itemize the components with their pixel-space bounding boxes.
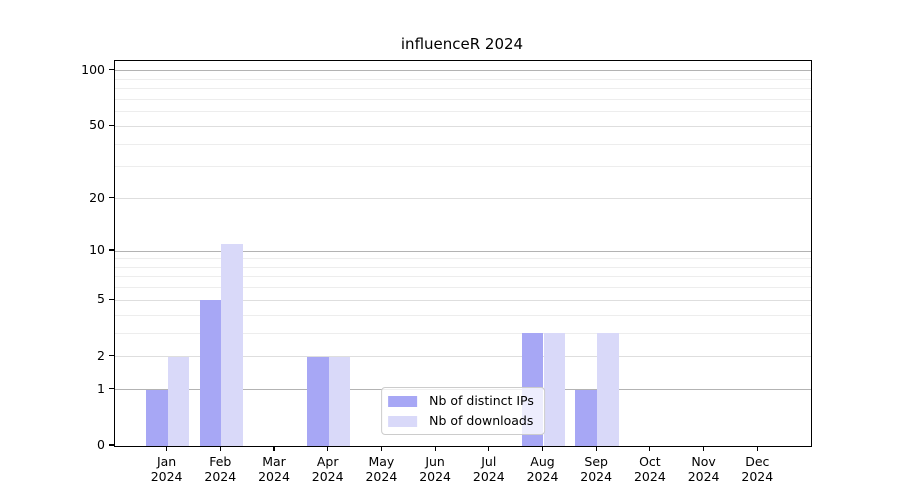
x-tick-mark-nov bbox=[703, 446, 705, 451]
bar-feb-downloads bbox=[221, 244, 244, 446]
x-tick-mark-aug bbox=[541, 446, 544, 451]
gridline-y-100 bbox=[115, 70, 811, 72]
gridline-y-30 bbox=[115, 166, 811, 168]
bar-sep-downloads bbox=[597, 333, 619, 446]
gridline-y-60 bbox=[115, 111, 811, 113]
y-tick-mark-0 bbox=[109, 444, 114, 446]
plot-area: Nb of distinct IPs Nb of downloads bbox=[114, 60, 812, 447]
x-tick-label-jun: Jun 2024 bbox=[419, 454, 451, 484]
y-tick-label-100: 100 bbox=[81, 61, 105, 77]
x-tick-mark-jun bbox=[434, 446, 436, 451]
x-tick-mark-may bbox=[380, 446, 382, 451]
x-tick-label-mar: Mar 2024 bbox=[258, 454, 290, 484]
y-tick-label-2: 2 bbox=[97, 347, 105, 363]
x-tick-label-jan: Jan 2024 bbox=[150, 454, 183, 484]
gridline-y-9 bbox=[115, 258, 811, 260]
y-tick-mark-20 bbox=[109, 196, 114, 199]
y-tick-label-1: 1 bbox=[97, 380, 105, 396]
bar-feb-distinct-ips bbox=[199, 300, 222, 446]
bar-sep-distinct-ips bbox=[575, 389, 598, 446]
x-tick-label-jul: Jul 2024 bbox=[472, 454, 505, 484]
x-tick-label-feb: Feb 2024 bbox=[204, 454, 237, 484]
y-tick-label-10: 10 bbox=[89, 242, 105, 258]
x-tick-label-sep: Sep 2024 bbox=[580, 454, 613, 484]
y-tick-label-50: 50 bbox=[89, 117, 105, 133]
x-tick-mark-feb bbox=[219, 446, 221, 451]
y-tick-label-5: 5 bbox=[97, 291, 105, 307]
gridline-y-7 bbox=[115, 276, 811, 278]
chart-title: influenceR 2024 bbox=[400, 35, 524, 53]
bar-apr-downloads bbox=[328, 356, 351, 446]
legend-label-downloads: Nb of downloads bbox=[429, 413, 534, 428]
gridline-y-70 bbox=[115, 98, 811, 100]
bar-aug-downloads bbox=[543, 333, 566, 446]
x-tick-label-dec: Dec 2024 bbox=[741, 454, 774, 484]
x-tick-label-apr: Apr 2024 bbox=[311, 454, 344, 484]
bar-apr-distinct-ips bbox=[306, 356, 329, 446]
y-tick-mark-1 bbox=[109, 388, 114, 390]
gridline-y-5 bbox=[115, 299, 811, 301]
gridline-y-8 bbox=[115, 266, 811, 268]
gridline-y-40 bbox=[115, 143, 811, 145]
gridline-y-4 bbox=[115, 314, 811, 316]
gridline-y-10 bbox=[115, 250, 811, 252]
bar-jan-downloads bbox=[167, 356, 190, 446]
gridline-y-2 bbox=[115, 356, 811, 358]
x-tick-label-may: May 2024 bbox=[365, 454, 398, 484]
y-tick-label-0: 0 bbox=[97, 437, 105, 452]
y-tick-mark-2 bbox=[109, 355, 114, 357]
x-tick-mark-mar bbox=[273, 446, 275, 451]
y-tick-label-20: 20 bbox=[89, 189, 105, 205]
x-tick-mark-dec bbox=[756, 446, 758, 451]
legend-entry-distinct-ips: Nb of distinct IPs bbox=[388, 393, 534, 409]
legend: Nb of distinct IPs Nb of downloads bbox=[381, 387, 545, 435]
gridline-y-80 bbox=[115, 88, 811, 90]
x-tick-label-oct: Oct 2024 bbox=[633, 454, 666, 484]
x-tick-label-aug: Aug 2024 bbox=[526, 454, 559, 484]
legend-swatch-downloads bbox=[388, 415, 418, 427]
gridline-y-6 bbox=[115, 287, 811, 289]
x-tick-mark-sep bbox=[595, 446, 597, 451]
x-tick-mark-apr bbox=[327, 446, 329, 451]
gridline-y-50 bbox=[115, 125, 811, 127]
gridline-y-3 bbox=[115, 332, 811, 334]
y-tick-mark-100 bbox=[109, 69, 114, 71]
y-tick-mark-10 bbox=[109, 249, 114, 251]
legend-label-distinct-ips: Nb of distinct IPs bbox=[429, 393, 534, 408]
legend-entry-downloads: Nb of downloads bbox=[388, 413, 534, 429]
y-tick-mark-50 bbox=[109, 124, 114, 126]
x-tick-mark-oct bbox=[649, 446, 651, 451]
gridline-y-20 bbox=[115, 198, 811, 199]
x-tick-mark-jan bbox=[166, 446, 168, 451]
x-tick-label-nov: Nov 2024 bbox=[687, 454, 720, 484]
y-tick-mark-5 bbox=[109, 298, 114, 300]
gridline-y-90 bbox=[115, 78, 811, 80]
bar-jan-distinct-ips bbox=[145, 389, 168, 446]
legend-swatch-distinct-ips bbox=[388, 395, 418, 407]
x-tick-mark-jul bbox=[488, 446, 490, 451]
